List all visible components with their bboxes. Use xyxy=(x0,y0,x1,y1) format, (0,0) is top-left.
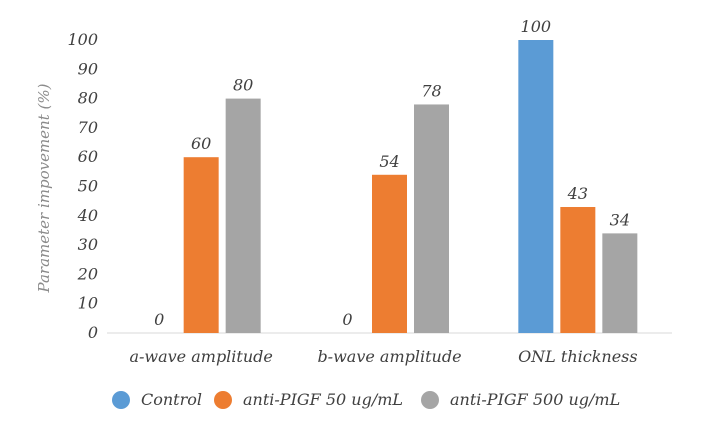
data-label-anti-pigf-50-ug-ml-b-wave-amplitude: 54 xyxy=(379,152,399,171)
data-label-anti-pigf-500-ug-ml-a-wave-amplitude: 80 xyxy=(233,76,253,95)
y-tick-label: 40 xyxy=(77,206,98,225)
legend-marker-anti-pigf-500-ug-ml xyxy=(421,391,439,409)
y-tick-label: 0 xyxy=(88,323,98,342)
bar-anti-pigf-500-ug-ml-b-wave-amplitude xyxy=(414,104,449,334)
y-tick-label: 20 xyxy=(77,264,98,283)
y-tick-label: 30 xyxy=(78,235,98,254)
bar-anti-pigf-500-ug-ml-a-wave-amplitude xyxy=(225,98,261,333)
y-tick-label: 100 xyxy=(67,30,98,49)
y-axis-ticks: 0 10 20 30 40 50 60 70 80 90 100 xyxy=(67,30,98,342)
y-axis-title-group: Parameter impovement (%) xyxy=(35,83,53,293)
data-label-anti-pigf-50-ug-ml-a-wave-amplitude: 60 xyxy=(191,134,211,153)
y-tick-label: 90 xyxy=(78,59,98,78)
bar-anti-pigf-500-ug-ml-onl-thickness xyxy=(602,233,638,333)
legend-label-anti-pigf-500-ug-ml: anti-PIGF 500 ug/mL xyxy=(450,390,620,409)
legend: Control anti-PIGF 50 ug/mL anti-PIGF 500 u… xyxy=(112,390,620,409)
data-label-anti-pigf-500-ug-ml-onl-thickness: 34 xyxy=(610,210,630,229)
legend-label-anti-pigf-50-ug-ml: anti-PIGF 50 ug/mL xyxy=(243,390,403,409)
legend-label-control: Control xyxy=(141,390,202,409)
y-tick-label: 80 xyxy=(78,89,98,108)
data-label-anti-pigf-500-ug-ml-b-wave-amplitude: 78 xyxy=(421,81,441,100)
bar-anti-pigf-50-ug-ml-onl-thickness xyxy=(560,207,596,333)
data-label-control-onl-thickness: 100 xyxy=(521,17,552,36)
data-label-anti-pigf-50-ug-ml-onl-thickness: 43 xyxy=(567,184,588,203)
y-tick-label: 70 xyxy=(78,118,98,137)
category-label: b-wave amplitude xyxy=(317,347,461,366)
y-axis-title: Parameter impovement (%) xyxy=(35,83,53,293)
data-labels: 0 60 80 0 54 78 100 43 34 xyxy=(154,17,630,329)
category-labels: a-wave amplitude b-wave amplitude ONL thic… xyxy=(129,347,637,366)
data-label-control-a-wave-amplitude: 0 xyxy=(154,310,164,329)
bars xyxy=(183,40,638,334)
legend-marker-control xyxy=(112,391,130,409)
category-label: a-wave amplitude xyxy=(129,347,272,366)
data-label-control-b-wave-amplitude: 0 xyxy=(342,310,352,329)
y-tick-label: 10 xyxy=(78,294,98,313)
bar-anti-pigf-50-ug-ml-a-wave-amplitude xyxy=(183,157,219,333)
bar-anti-pigf-50-ug-ml-b-wave-amplitude xyxy=(372,174,407,333)
legend-marker-anti-pigf-50-ug-ml xyxy=(214,391,232,409)
bar-control-onl-thickness xyxy=(518,40,554,333)
y-tick-label: 60 xyxy=(78,147,98,166)
y-tick-label: 50 xyxy=(78,177,98,196)
category-label: ONL thickness xyxy=(518,347,638,366)
